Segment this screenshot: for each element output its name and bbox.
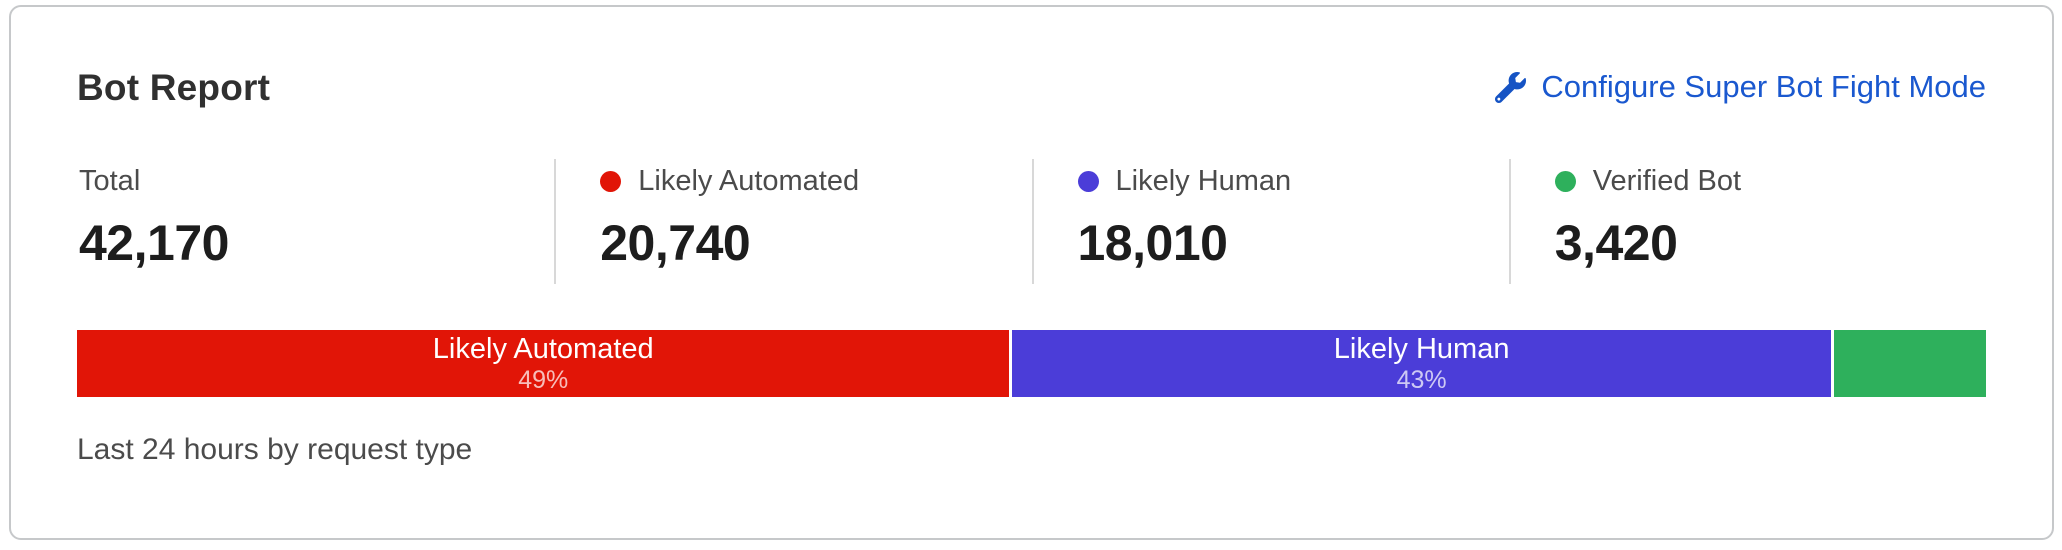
stat-value: 3,420 (1554, 215, 1678, 271)
stat-value: 20,740 (600, 215, 751, 271)
bar-segment-label: Likely Human (1333, 333, 1510, 366)
stat-label-row: Likely Human (1077, 165, 1509, 198)
bar-segment-likely-automated[interactable]: Likely Automated 49% (77, 330, 1010, 397)
bar-segment-percent: 49% (518, 365, 569, 394)
stat-label-row: Total (79, 165, 554, 198)
card-header: Bot Report Configure Super Bot Fight Mod… (77, 59, 1986, 109)
stat-label: Verified Bot (1592, 165, 1742, 197)
bot-report-card: Bot Report Configure Super Bot Fight Mod… (9, 5, 2054, 540)
likely-automated-legend-dot-icon (600, 171, 622, 192)
stacked-bar-chart: Likely Automated 49% Likely Human 43% (77, 330, 1986, 397)
stat-likely-human: Likely Human 18,010 (1031, 159, 1509, 284)
bar-caption: Last 24 hours by request type (77, 433, 473, 466)
bar-segment-verified-bot[interactable] (1833, 330, 1986, 397)
verified-bot-legend-dot-icon (1554, 171, 1576, 192)
configure-super-bot-fight-mode-link[interactable]: Configure Super Bot Fight Mode (1495, 69, 1986, 105)
stat-value: 18,010 (1077, 215, 1228, 271)
page-title: Bot Report (77, 67, 271, 108)
stat-label: Total (79, 165, 141, 197)
stat-value: 42,170 (79, 215, 229, 271)
configure-link-label: Configure Super Bot Fight Mode (1541, 69, 1986, 104)
bar-segment-percent: 43% (1396, 365, 1447, 394)
stat-label: Likely Human (1115, 165, 1292, 197)
stats-row: Total 42,170 Likely Automated 20,740 Lik… (77, 159, 1986, 284)
stat-label-row: Likely Automated (600, 165, 1031, 198)
likely-human-legend-dot-icon (1077, 171, 1099, 192)
stat-likely-automated: Likely Automated 20,740 (554, 159, 1031, 284)
bar-segment-label: Likely Automated (432, 333, 654, 366)
wrench-icon (1495, 71, 1527, 103)
stat-total: Total 42,170 (77, 159, 554, 284)
stat-verified-bot: Verified Bot 3,420 (1508, 159, 1986, 284)
stat-label-row: Verified Bot (1554, 165, 1986, 198)
stat-label: Likely Automated (638, 165, 860, 197)
bar-segment-likely-human[interactable]: Likely Human 43% (1012, 330, 1831, 397)
